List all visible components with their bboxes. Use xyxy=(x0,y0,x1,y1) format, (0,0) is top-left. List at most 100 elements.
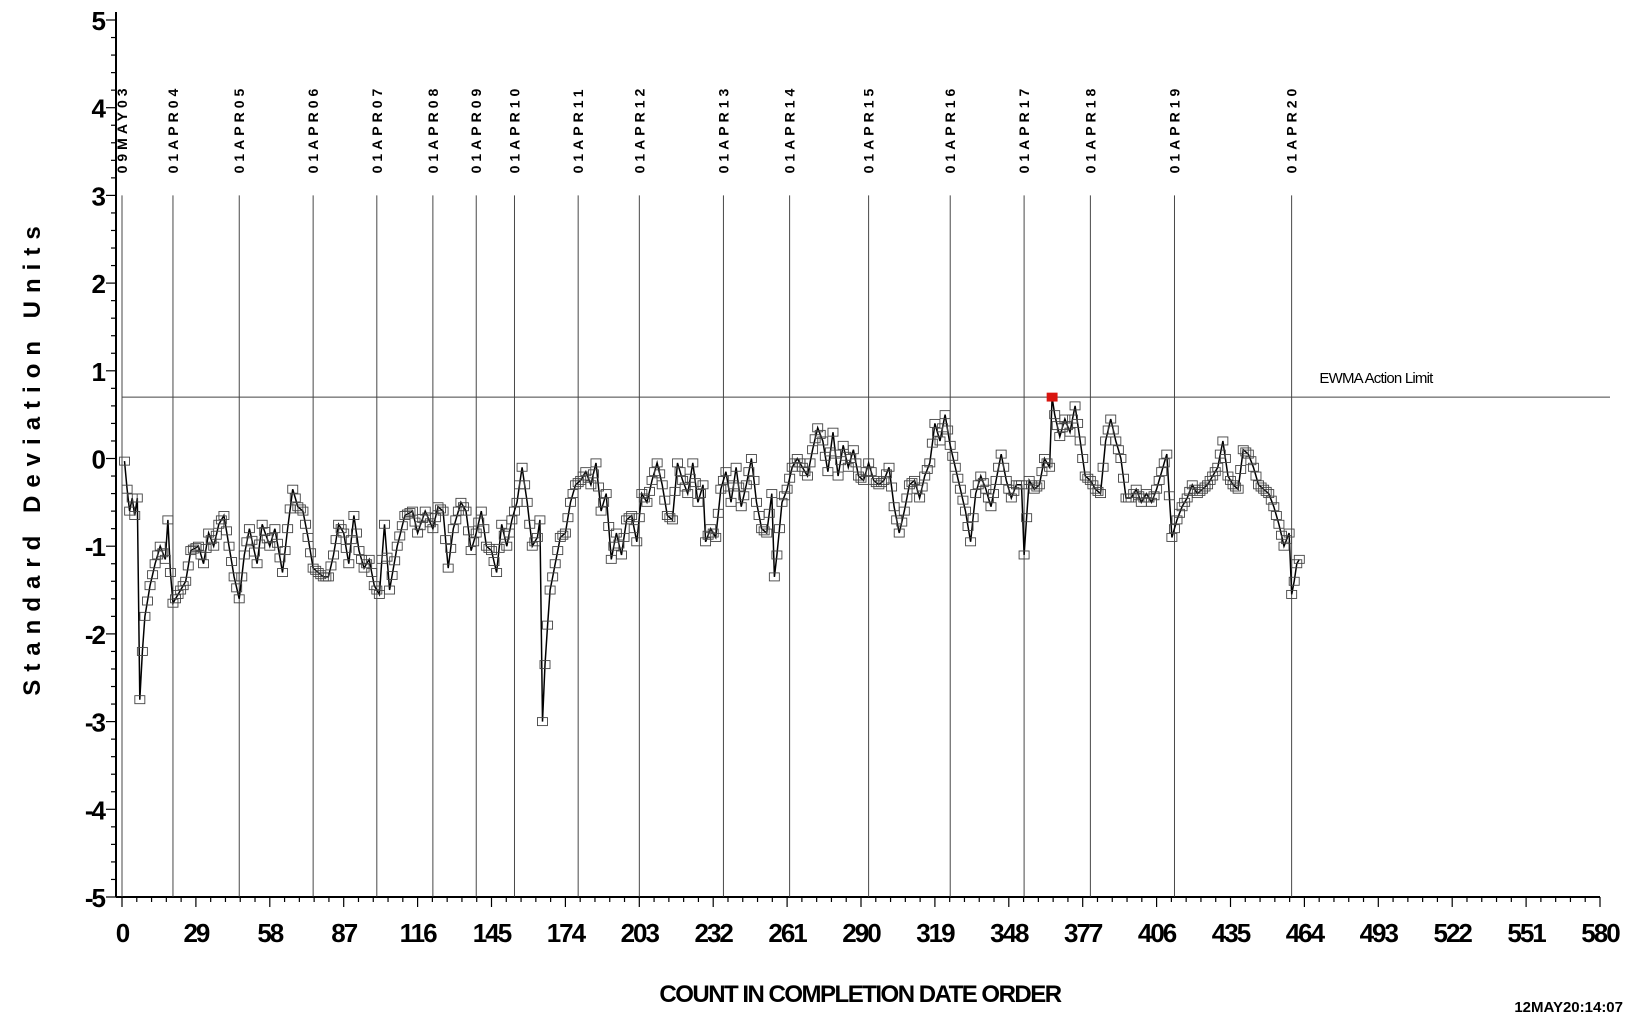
data-point xyxy=(294,504,306,514)
data-point xyxy=(998,462,1010,472)
data-point xyxy=(977,478,989,488)
data-point xyxy=(954,484,966,494)
data-point xyxy=(733,482,745,492)
data-point xyxy=(180,576,192,586)
x-tick-label: 116 xyxy=(400,918,437,948)
data-point xyxy=(147,570,159,580)
data-point xyxy=(893,528,905,538)
data-point xyxy=(192,541,204,551)
data-point xyxy=(350,528,362,538)
date-marker-label: 01APR17 xyxy=(1016,85,1032,174)
y-tick-label: 2 xyxy=(92,269,106,299)
data-point xyxy=(745,454,757,463)
data-point xyxy=(1174,508,1185,518)
data-point-above-limit xyxy=(1046,392,1058,402)
data-point xyxy=(391,541,403,551)
x-tick-label: 203 xyxy=(621,918,660,948)
y-tick-label: -3 xyxy=(85,708,106,738)
date-marker-label: 01APR05 xyxy=(231,85,247,174)
data-point xyxy=(1105,414,1117,424)
data-point xyxy=(534,515,546,525)
data-point xyxy=(748,475,760,485)
data-point xyxy=(743,467,755,477)
data-point xyxy=(985,502,997,512)
data-point xyxy=(628,524,640,534)
data-point xyxy=(134,695,146,705)
data-point xyxy=(878,475,890,485)
data-point xyxy=(975,471,987,481)
data-point xyxy=(939,410,951,420)
data-point xyxy=(287,484,299,494)
data-point xyxy=(440,535,452,545)
date-marker-label: 09MAY03 xyxy=(114,84,130,173)
data-point xyxy=(228,572,240,582)
x-tick-label: 261 xyxy=(768,918,807,948)
data-point xyxy=(460,506,472,516)
data-point xyxy=(1281,535,1293,545)
data-point xyxy=(549,559,561,569)
data-point xyxy=(962,522,974,531)
data-point xyxy=(429,513,441,523)
date-marker-label: 01APR11 xyxy=(570,85,586,173)
data-point xyxy=(422,512,434,522)
data-point xyxy=(1153,475,1165,485)
data-point xyxy=(328,550,339,560)
data-point xyxy=(305,548,317,558)
data-point xyxy=(1018,550,1030,560)
data-point xyxy=(142,596,153,606)
data-point xyxy=(343,559,355,569)
y-tick-label: -2 xyxy=(85,620,106,650)
y-tick-label: -5 xyxy=(85,883,106,913)
y-tick-label: -4 xyxy=(85,795,107,825)
data-point xyxy=(949,462,961,472)
data-point xyxy=(300,519,311,529)
data-point xyxy=(768,572,780,582)
data-point xyxy=(488,557,500,566)
data-point xyxy=(883,462,895,472)
data-point xyxy=(847,445,859,455)
data-point xyxy=(1235,465,1247,474)
data-point xyxy=(442,563,454,573)
data-point xyxy=(633,513,645,523)
data-point xyxy=(779,491,791,501)
x-tick-label: 232 xyxy=(695,918,734,948)
data-point xyxy=(631,537,643,547)
y-tick-label: 3 xyxy=(92,181,106,211)
data-point xyxy=(751,497,762,507)
data-point xyxy=(353,546,365,556)
data-point xyxy=(445,543,457,553)
data-point xyxy=(618,532,630,542)
data-point xyxy=(766,489,778,499)
data-point xyxy=(437,506,449,516)
date-marker-label: 01APR08 xyxy=(425,85,441,174)
data-point xyxy=(926,438,938,448)
data-point xyxy=(468,537,480,547)
data-point xyxy=(758,526,770,536)
data-point xyxy=(832,471,844,481)
data-point xyxy=(672,458,683,468)
data-point xyxy=(812,423,824,433)
data-point xyxy=(233,594,245,604)
data-point xyxy=(552,546,564,556)
date-marker-label: 01APR07 xyxy=(369,85,385,174)
data-point xyxy=(1212,462,1224,472)
date-marker-label: 01APR18 xyxy=(1082,85,1098,174)
data-point xyxy=(486,546,497,556)
data-point xyxy=(162,515,174,525)
data-point xyxy=(251,559,263,569)
y-tick-label: 4 xyxy=(92,94,107,124)
data-point xyxy=(542,620,554,630)
data-point xyxy=(595,506,607,516)
data-point xyxy=(776,497,788,507)
data-point xyxy=(1110,436,1122,446)
data-point xyxy=(781,484,793,494)
data-point xyxy=(348,511,360,520)
data-point xyxy=(407,506,418,516)
x-tick-label: 522 xyxy=(1434,918,1473,948)
data-point xyxy=(687,458,699,468)
data-point xyxy=(886,482,898,492)
data-point xyxy=(221,526,232,536)
x-tick-label: 406 xyxy=(1138,918,1177,948)
data-point xyxy=(144,581,156,591)
data-point xyxy=(814,429,826,439)
